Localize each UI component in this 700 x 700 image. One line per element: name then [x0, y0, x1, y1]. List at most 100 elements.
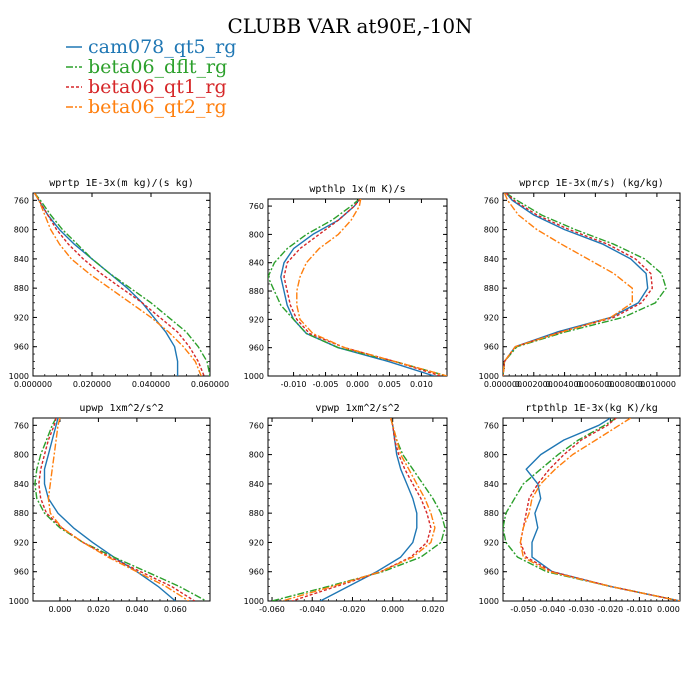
series-line-beta06_dflt_rg: [268, 199, 447, 376]
y-tick-label: 1000: [9, 372, 29, 381]
x-tick-label: 0.020: [421, 605, 444, 614]
y-tick-label: 960: [484, 568, 499, 577]
x-tick-label: -0.020: [340, 605, 366, 614]
series-line-beta06_dflt_rg: [503, 193, 667, 376]
series-line-beta06_qt1_rg: [33, 193, 205, 376]
panel-title: upwp 1xm^2/s^2: [79, 403, 163, 414]
series-line-cam078_qt5_rg: [525, 418, 680, 601]
y-tick-label: 800: [249, 230, 264, 239]
legend-label-2: beta06_qt1_rg: [88, 76, 227, 98]
y-tick-label: 880: [249, 287, 264, 296]
y-tick-label: 1000: [9, 597, 29, 606]
y-tick-label: 760: [14, 421, 29, 430]
plot-frame: [267, 198, 448, 377]
series-line-beta06_qt1_rg: [283, 199, 441, 376]
plot-frame: [32, 417, 211, 602]
y-tick-label: 760: [484, 196, 499, 205]
plot-frame: [502, 417, 681, 602]
x-tick-label: 0.008000: [607, 380, 645, 389]
x-tick-label: 0.010000: [638, 380, 676, 389]
x-tick-label: 0.020000: [73, 380, 111, 389]
y-tick-label: 760: [484, 421, 499, 430]
y-tick-label: 800: [249, 451, 264, 460]
y-tick-label: 960: [484, 343, 499, 352]
panel-4: upwp 1xm^2/s^2 760 800 840 880 920 960 1000 0.00…: [9, 403, 211, 614]
y-tick-label: 960: [14, 568, 29, 577]
series-line-beta06_qt1_rg: [38, 418, 195, 601]
chart-panels: wprtp 1E-3x(m kg)/(s kg) 760 800 840 880 920 9…: [9, 178, 681, 614]
series-line-beta06_qt2_rg: [33, 193, 202, 376]
x-tick-label: 0.010: [410, 380, 433, 389]
series-line-beta06_dflt_rg: [34, 418, 207, 601]
x-tick-label: 0.000000: [484, 380, 522, 389]
y-tick-label: 800: [484, 451, 499, 460]
y-tick-label: 800: [14, 451, 29, 460]
series-line-beta06_qt1_rg: [503, 193, 653, 376]
legend-label-3: beta06_qt2_rg: [88, 96, 227, 118]
x-tick-label: 0.060: [164, 605, 187, 614]
y-tick-label: 880: [14, 509, 29, 518]
x-tick-label: -0.060: [259, 605, 285, 614]
panel-title: wprtp 1E-3x(m kg)/(s kg): [49, 178, 194, 189]
legend-label-0: cam078_qt5_rg: [88, 36, 236, 58]
series-line-beta06_qt2_rg: [281, 418, 436, 601]
y-tick-label: 840: [484, 480, 499, 489]
series-line-beta06_qt2_rg: [519, 418, 680, 601]
panel-title: wpthlp 1x(m K)/s: [309, 184, 405, 195]
plot-frame: [267, 417, 448, 602]
series-line-beta06_qt2_rg: [47, 418, 190, 601]
y-tick-label: 960: [14, 343, 29, 352]
x-tick-label: -0.005: [313, 380, 339, 389]
y-tick-label: 800: [14, 226, 29, 235]
series-line-beta06_qt1_rg: [291, 418, 432, 601]
panel-5: vpwp 1xm^2/s^27608008408809209601000-0.0…: [244, 403, 448, 614]
y-tick-label: 880: [484, 284, 499, 293]
panel-3: wprcp 1E-3x(m/s) (kg/kg) 760 800 840 880 920 9…: [479, 178, 681, 389]
x-tick-label: -0.020: [597, 605, 623, 614]
y-tick-label: 760: [249, 202, 264, 211]
legend-label-1: beta06_dflt_rg: [88, 56, 227, 78]
x-tick-label: -0.040: [299, 605, 325, 614]
series-line-beta06_dflt_rg: [33, 193, 210, 376]
panel-title: wprcp 1E-3x(m/s) (kg/kg): [519, 178, 664, 189]
x-tick-label: 0.004000: [545, 380, 583, 389]
x-tick-label: 0.000: [381, 605, 404, 614]
x-tick-label: -0.010: [281, 380, 307, 389]
panel-title: rtpthlp 1E-3x(kg K)/kg: [525, 403, 657, 414]
y-tick-label: 920: [484, 538, 499, 547]
y-tick-label: 920: [14, 538, 29, 547]
y-tick-label: 1000: [244, 372, 264, 381]
y-tick-label: 800: [484, 226, 499, 235]
series-line-cam078_qt5_rg: [43, 418, 176, 601]
series-line-beta06_dflt_rg: [503, 418, 680, 601]
x-tick-label: 0.000: [657, 605, 680, 614]
x-tick-label: 0.006000: [576, 380, 614, 389]
x-tick-label: 0.040000: [132, 380, 170, 389]
x-tick-label: 0.000: [48, 605, 71, 614]
y-tick-label: 920: [484, 313, 499, 322]
x-tick-label: -0.040: [539, 605, 565, 614]
y-tick-label: 840: [249, 259, 264, 268]
series-line-beta06_qt2_rg: [503, 193, 633, 376]
series-line-beta06_dflt_rg: [271, 418, 446, 601]
x-tick-label: 0.000000: [14, 380, 52, 389]
panel-2: wpthlp 1x(m K)/s 760 800 840 880 920 960 1000 -0…: [244, 184, 448, 389]
y-tick-label: 920: [249, 315, 264, 324]
figure-title: CLUBB VAR at90E,-10N: [227, 14, 472, 38]
x-tick-label: 0.060000: [191, 380, 229, 389]
y-tick-label: 840: [14, 480, 29, 489]
y-tick-label: 840: [249, 480, 264, 489]
y-tick-label: 760: [249, 421, 264, 430]
y-tick-label: 880: [484, 509, 499, 518]
series-line-cam078_qt5_rg: [33, 193, 179, 376]
y-tick-label: 960: [249, 344, 264, 353]
y-tick-label: 880: [14, 284, 29, 293]
x-tick-label: 0.000: [346, 380, 369, 389]
y-tick-label: 1000: [244, 597, 264, 606]
series-line-beta06_qt2_rg: [296, 199, 447, 376]
series-line-cam078_qt5_rg: [319, 418, 418, 601]
y-tick-label: 760: [14, 196, 29, 205]
y-tick-label: 840: [14, 255, 29, 264]
y-tick-label: 960: [249, 568, 264, 577]
